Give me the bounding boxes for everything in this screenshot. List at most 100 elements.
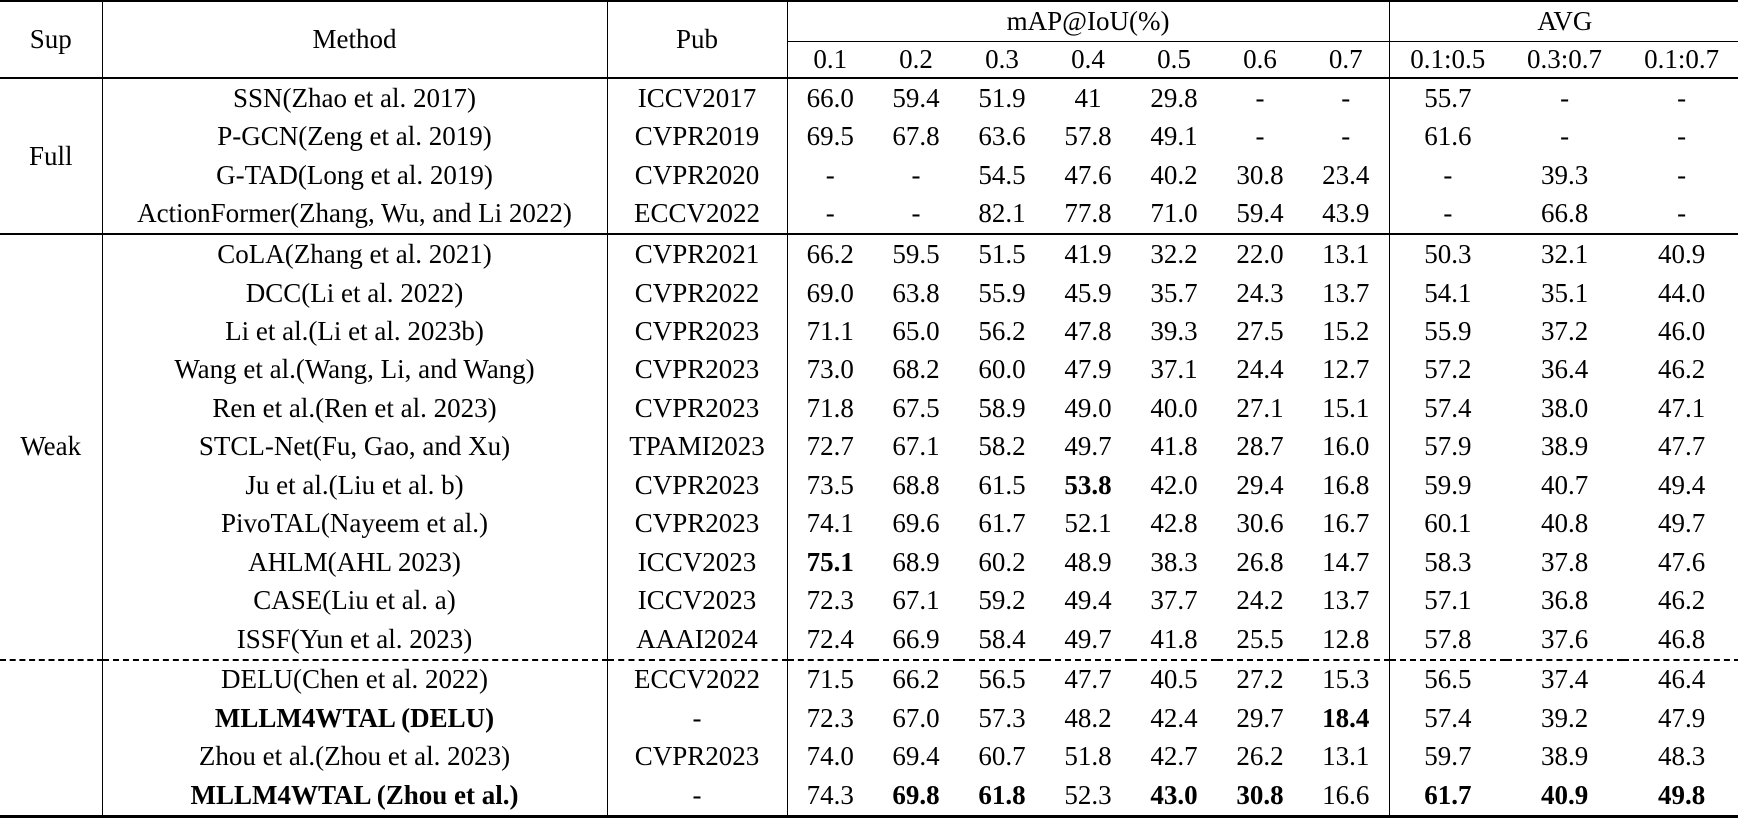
value-cell: - xyxy=(1677,82,1687,113)
value-cell: 14.7 xyxy=(1322,546,1370,577)
value-cell: 38.9 xyxy=(1540,431,1589,462)
header-iou-0.6: 0.6 xyxy=(1243,43,1277,74)
method-cell: Wang et al.(Wang, Li, and Wang) xyxy=(101,350,607,390)
value-cell: 72.3 xyxy=(786,699,873,738)
value-cell: 48.9 xyxy=(1064,546,1112,577)
value-cell: - xyxy=(1677,198,1687,229)
value-cell: 72.7 xyxy=(786,427,873,467)
pub-cell: ICCV2023 xyxy=(606,542,787,582)
value-cell: 43.0 xyxy=(1150,780,1198,811)
value-cell: 29.8 xyxy=(1150,82,1198,113)
value-cell: 56.2 xyxy=(978,316,1026,347)
header-group-row: Sup Method Pub mAP@IoU(%) AVG xyxy=(0,1,1738,78)
value-cell: - xyxy=(1560,121,1570,152)
value-cell: 58.4 xyxy=(978,623,1026,654)
value-cell: - xyxy=(786,194,873,235)
pub-cell: CVPR2023 xyxy=(606,737,787,777)
value-cell: 13.1 xyxy=(1303,233,1390,274)
value-cell: 47.9 xyxy=(1657,702,1706,733)
value-cell: 39.3 xyxy=(1540,159,1589,190)
value-cell: 67.8 xyxy=(892,121,940,152)
value-cell: - xyxy=(911,198,921,229)
value-cell: 25.5 xyxy=(1236,623,1284,654)
value-cell: 69.5 xyxy=(786,117,873,157)
value-cell: 49.8 xyxy=(1657,780,1706,811)
value-cell: 16.6 xyxy=(1322,780,1370,811)
value-cell: 60.0 xyxy=(978,354,1026,385)
method-cell: Ju et al.(Liu et al. b) xyxy=(101,466,607,505)
value-cell: - xyxy=(1341,121,1351,152)
table-row: G-TAD(Long et al. 2019) CVPR2020- -54.5 47.… xyxy=(0,156,1738,195)
value-cell: 47.7 xyxy=(1657,431,1706,462)
value-cell: - xyxy=(911,159,921,190)
table-row: ActionFormer(Zhang, Wu, and Li 2022) ECCV… xyxy=(0,194,1738,235)
value-cell: 57.3 xyxy=(978,702,1026,733)
value-cell: 74.0 xyxy=(786,737,873,777)
method-cell: PivoTAL(Nayeem et al.) xyxy=(101,504,607,543)
table-row: Zhou et al.(Zhou et al. 2023) CVPR2023 74.… xyxy=(0,737,1738,777)
value-cell: 24.3 xyxy=(1236,277,1284,308)
value-cell: 13.7 xyxy=(1322,585,1370,616)
value-cell: 58.3 xyxy=(1388,542,1507,582)
value-cell: 27.2 xyxy=(1217,658,1303,700)
value-cell: 42.7 xyxy=(1150,741,1198,772)
value-cell: 66.2 xyxy=(873,658,959,700)
sup-cell xyxy=(0,658,102,817)
header-iou-0.2: 0.2 xyxy=(899,43,933,74)
value-cell: 57.1 xyxy=(1388,581,1507,620)
table-row: P-GCN(Zeng et al. 2019) CVPR2019 69.5 67.8 6… xyxy=(0,117,1738,157)
pub-cell: CVPR2023 xyxy=(606,389,787,428)
value-cell: 41.8 xyxy=(1150,431,1198,462)
value-cell: 49.7 xyxy=(1064,431,1112,462)
table-row: MLLM4WTAL (Zhou et al.) -74.3 69.8 61.8 52.3… xyxy=(0,776,1738,817)
table-row: MLLM4WTAL (DELU) -72.3 67.0 57.3 48.2 42.4 29.… xyxy=(0,699,1738,738)
value-cell: 71.8 xyxy=(786,389,873,428)
table-row: PivoTAL(Nayeem et al.) CVPR2023 74.1 69.6 61… xyxy=(0,504,1738,543)
results-table-body: Full SSN(Zhao et al. 2017) ICCV2017 66.0 59.… xyxy=(0,78,1738,817)
value-cell: 57.2 xyxy=(1388,350,1507,390)
value-cell: 68.2 xyxy=(892,354,940,385)
value-cell: 38.9 xyxy=(1540,741,1589,772)
value-cell: 16.0 xyxy=(1322,431,1370,462)
value-cell: 46.8 xyxy=(1657,623,1706,654)
value-cell: 12.8 xyxy=(1322,623,1370,654)
value-cell: 29.7 xyxy=(1236,702,1284,733)
sup-cell: Full xyxy=(28,140,73,171)
method-cell: ActionFormer(Zhang, Wu, and Li 2022) xyxy=(101,194,607,235)
value-cell: 51.5 xyxy=(959,233,1045,274)
header-avg-0.1:0.7: 0.1:0.7 xyxy=(1644,43,1720,74)
value-cell: 68.8 xyxy=(892,469,940,500)
table-row: Li et al.(Li et al. 2023b) CVPR2023 71.1 65… xyxy=(0,312,1738,351)
value-cell: 42.8 xyxy=(1150,508,1198,539)
method-cell: AHLM(AHL 2023) xyxy=(101,542,607,582)
value-cell: 82.1 xyxy=(978,198,1026,229)
value-cell: 57.4 xyxy=(1388,699,1507,738)
value-cell: 49.1 xyxy=(1150,121,1198,152)
value-cell: 28.7 xyxy=(1236,431,1284,462)
value-cell: 43.9 xyxy=(1322,198,1370,229)
header-sup: Sup xyxy=(29,24,72,54)
header-sub-row: 0.1 0.2 0.3 0.4 0.5 0.6 0.7 0.1:0.5 0.3:… xyxy=(0,41,1738,78)
value-cell: 67.0 xyxy=(892,702,940,733)
value-cell: 52.3 xyxy=(1064,780,1112,811)
value-cell: 37.2 xyxy=(1540,316,1589,347)
value-cell: 37.4 xyxy=(1506,658,1624,700)
value-cell: 67.1 xyxy=(892,431,940,462)
value-cell: 69.0 xyxy=(786,273,873,313)
method-cell: Ren et al.(Ren et al. 2023) xyxy=(101,389,607,428)
header-avg-0.3:0.7: 0.3:0.7 xyxy=(1527,43,1603,74)
pub-cell: - xyxy=(606,699,787,738)
value-cell: 49.4 xyxy=(1657,469,1706,500)
value-cell: 75.1 xyxy=(786,542,873,582)
value-cell: 55.7 xyxy=(1388,78,1507,118)
value-cell: 42.4 xyxy=(1150,702,1198,733)
value-cell: 72.4 xyxy=(786,619,873,660)
value-cell: 40.0 xyxy=(1150,392,1198,423)
value-cell: 61.8 xyxy=(978,780,1026,811)
value-cell: 36.4 xyxy=(1540,354,1589,385)
pub-cell: CVPR2023 xyxy=(606,504,787,543)
value-cell: 35.1 xyxy=(1540,277,1589,308)
value-cell: - xyxy=(1677,159,1687,190)
value-cell: 59.9 xyxy=(1388,466,1507,505)
value-cell: 47.6 xyxy=(1657,546,1706,577)
